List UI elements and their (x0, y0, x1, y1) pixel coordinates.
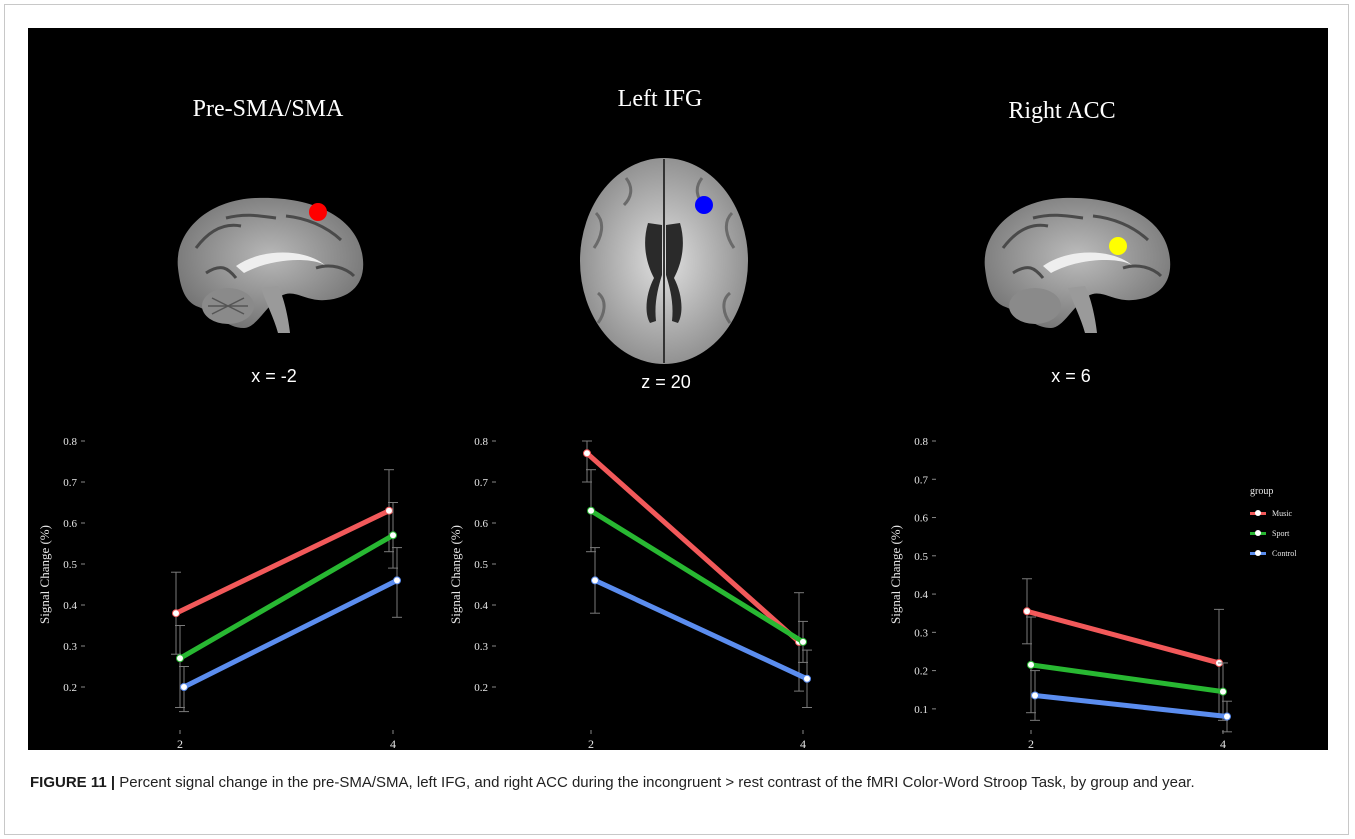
data-point-music (583, 449, 591, 458)
corpus-callosum (1043, 252, 1133, 273)
series-line-music (173, 508, 392, 616)
y-tick-label: 0.7 (914, 474, 928, 486)
figure-image: Pre-SMA/SMA Left IFG Right ACC x = -2 (28, 28, 1328, 750)
y-tick-label: 0.2 (914, 666, 928, 678)
data-point-music (172, 609, 180, 618)
brain-gyri (194, 213, 356, 279)
panel-title-right-acc: Right ACC (1008, 98, 1116, 124)
data-point-control (180, 683, 188, 691)
y-tick-label: 0.6 (474, 518, 488, 530)
series-line-music (584, 450, 802, 645)
data-point-sport (1219, 687, 1227, 696)
data-point-control (393, 576, 401, 585)
y-tick-label: 0.2 (474, 682, 488, 694)
y-tick-label: 0.6 (914, 513, 928, 525)
coord-label-presma: x = -2 (251, 366, 297, 386)
data-point-control (1223, 712, 1231, 721)
roi-marker (1109, 237, 1127, 255)
data-point-sport (1027, 660, 1035, 669)
data-point-sport (799, 637, 807, 646)
legend-swatch-control (1250, 549, 1266, 556)
y-tick-label: 0.2 (63, 682, 77, 694)
brain-sagittal-presma (177, 197, 364, 333)
y-axis-label: Signal Change (%) (888, 525, 903, 624)
y-axis-label: Signal Change (%) (37, 525, 52, 624)
legend-label-music: Music (1272, 508, 1292, 518)
y-tick-label: 0.4 (474, 600, 488, 612)
coord-label-left-ifg: z = 20 (641, 372, 691, 392)
x-tick-label: 4 (1220, 737, 1226, 748)
brain-axial-left-ifg (580, 158, 748, 364)
y-tick-label: 0.5 (474, 559, 488, 571)
data-point-control (1031, 691, 1039, 700)
brain-sagittal-right-acc (984, 197, 1171, 333)
data-point-sport (176, 654, 184, 663)
ventricles (645, 223, 683, 323)
x-tick-label: 4 (800, 737, 806, 748)
brainstem (1068, 286, 1097, 333)
caption-text: Percent signal change in the pre-SMA/SMA… (115, 774, 1195, 791)
series-line-sport (177, 532, 396, 661)
x-tick-label: 2 (588, 737, 594, 748)
x-tick-label: 2 (177, 737, 183, 748)
data-point-control (803, 674, 811, 683)
roi-marker (695, 196, 713, 214)
caption-label: FIGURE 11 | (30, 774, 116, 791)
brainstem (261, 286, 290, 333)
y-tick-label: 0.3 (63, 641, 77, 653)
y-tick-label: 0.1 (914, 704, 928, 716)
data-point-sport (389, 531, 397, 540)
legend-swatch-music (1250, 509, 1266, 516)
y-tick-label: 0.5 (914, 551, 928, 563)
data-point-control (591, 576, 599, 585)
line-plot-left-ifg: 0.20.30.40.50.60.70.824YearSignal Change… (448, 436, 812, 748)
brain-gyri (1001, 213, 1163, 279)
y-tick-label: 0.7 (474, 477, 488, 489)
legend-item-control: Control (1250, 543, 1350, 563)
series-line-sport (1028, 662, 1226, 695)
data-point-music (385, 506, 393, 515)
y-tick-label: 0.7 (63, 477, 77, 489)
y-tick-label: 0.4 (914, 589, 928, 601)
y-tick-label: 0.5 (63, 559, 77, 571)
data-point-music (1023, 607, 1031, 616)
data-point-sport (587, 506, 595, 515)
y-tick-label: 0.8 (914, 436, 928, 448)
y-tick-label: 0.6 (63, 518, 77, 530)
series-line-control (592, 577, 810, 682)
y-tick-label: 0.3 (914, 627, 928, 639)
coord-label-right-acc: x = 6 (1051, 366, 1091, 386)
brain-sulci (592, 177, 736, 324)
legend-item-music: Music (1250, 503, 1350, 523)
series-line-control (181, 577, 400, 690)
legend: group Music Sport Control (1250, 486, 1350, 563)
line-plot-presma: 0.20.30.40.50.60.70.824YearSignal Change… (37, 436, 402, 748)
x-tick-label: 4 (390, 737, 396, 748)
corpus-callosum (236, 252, 326, 273)
figure-caption: FIGURE 11 | Percent signal change in the… (30, 771, 1330, 794)
x-tick-label: 2 (1028, 737, 1034, 748)
line-plot-right-acc: 0.10.20.30.40.50.60.70.824YearSignal Cha… (888, 436, 1232, 748)
legend-label-sport: Sport (1272, 528, 1290, 538)
y-axis-label: Signal Change (%) (448, 525, 463, 624)
y-tick-label: 0.3 (474, 641, 488, 653)
y-tick-label: 0.4 (63, 600, 77, 612)
series-line-sport (588, 508, 806, 645)
cerebellum (1009, 288, 1061, 324)
series-line-music (1024, 608, 1222, 666)
roi-marker (309, 203, 327, 221)
panel-title-left-ifg: Left IFG (617, 86, 703, 112)
legend-label-control: Control (1272, 548, 1297, 558)
series-line-control (1032, 692, 1230, 720)
legend-item-sport: Sport (1250, 523, 1350, 543)
y-tick-label: 0.8 (474, 436, 488, 448)
y-tick-label: 0.8 (63, 436, 77, 448)
panel-title-presma: Pre-SMA/SMA (192, 96, 344, 122)
legend-swatch-sport (1250, 529, 1266, 536)
legend-title: group (1250, 486, 1274, 497)
